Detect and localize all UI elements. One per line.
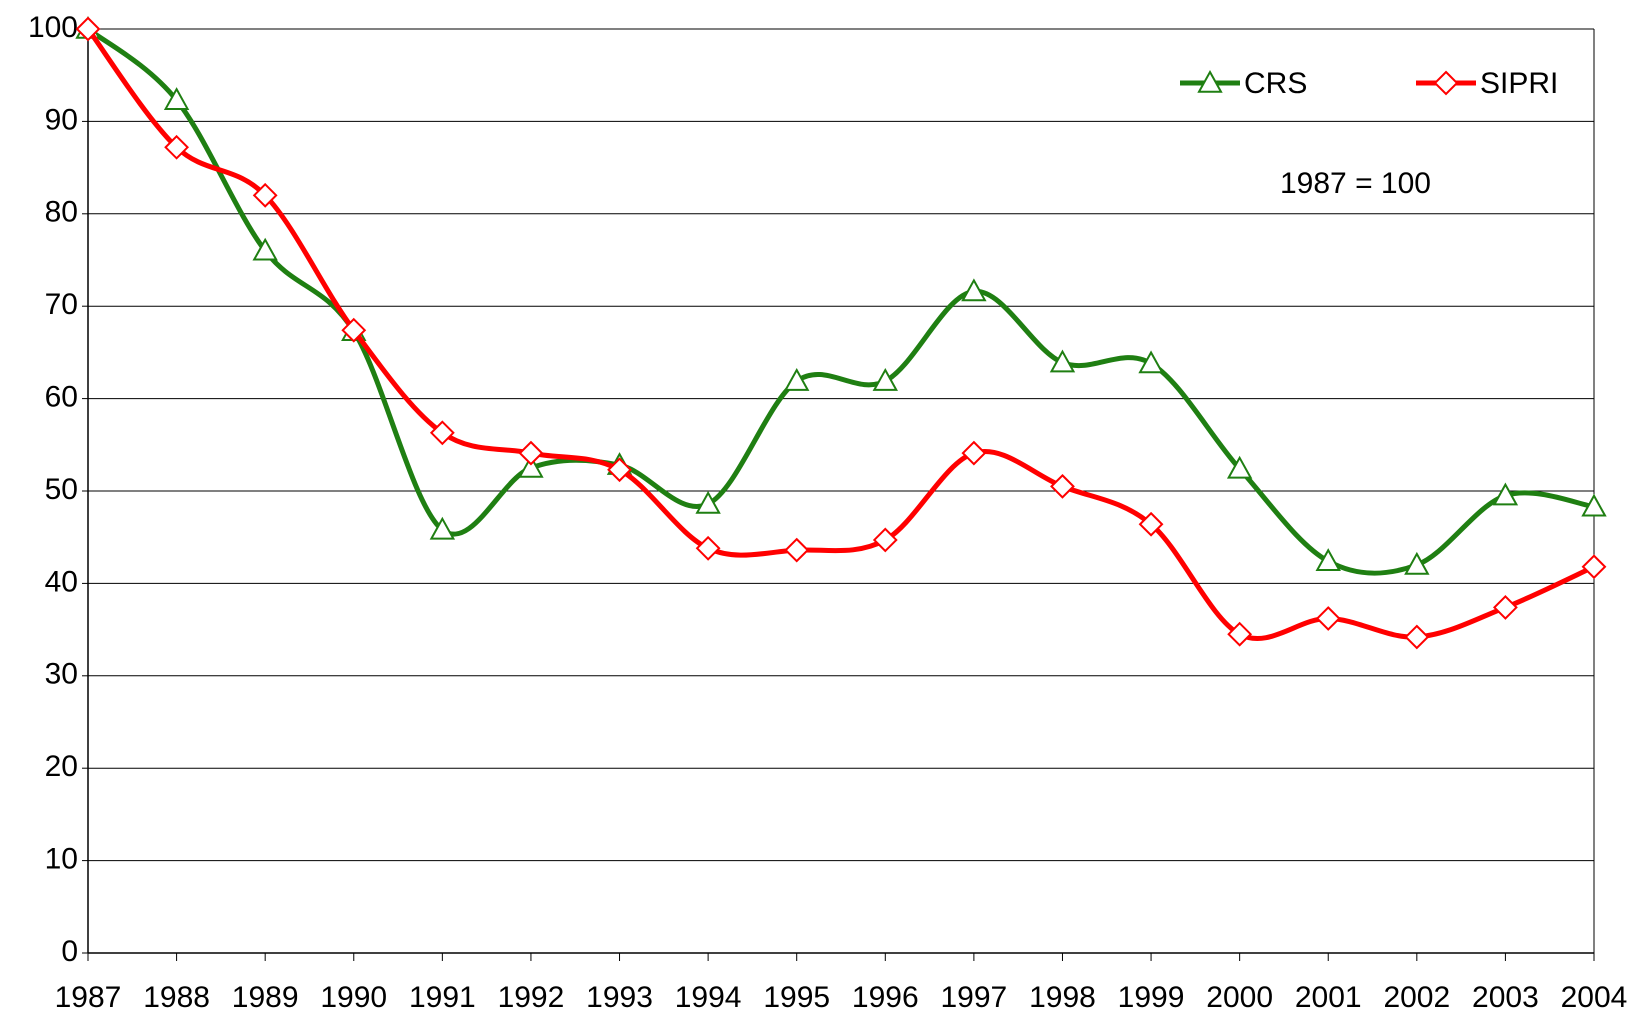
series-line [86,27,1595,576]
legend-label: SIPRI [1480,67,1558,100]
x-tick-label: 1996 [852,981,919,1014]
data-point [341,317,367,343]
data-point [1227,621,1253,647]
y-tick-label: 10 [45,843,78,876]
series-line [85,27,1596,642]
data-point [872,367,898,391]
data-point [961,440,987,466]
data-point [75,16,101,42]
x-tick-label: 2004 [1561,981,1628,1014]
data-point [518,440,544,466]
y-tick-label: 100 [28,11,78,44]
data-point [872,527,898,553]
data-point [784,537,810,563]
data-point [252,182,278,208]
y-tick-label: 80 [45,196,78,229]
x-tick-label: 1987 [55,981,122,1014]
data-point [695,535,721,561]
data-point [1315,606,1341,631]
data-point [429,420,455,446]
data-point [607,457,632,483]
data-point [1315,548,1341,572]
data-point [1138,350,1164,374]
data-point [518,454,544,478]
x-tick-label: 1988 [143,981,210,1014]
data-point [1492,482,1519,506]
legend-marker [1433,70,1459,96]
x-tick-label: 1995 [763,981,830,1014]
y-tick-label: 50 [45,473,78,506]
y-tick-label: 30 [45,658,78,691]
data-point [429,516,456,540]
x-tick-label: 1999 [1118,981,1185,1014]
data-point [1404,551,1430,575]
x-tick-label: 1990 [320,981,387,1014]
legend-label: CRS [1244,67,1307,100]
y-tick-label: 40 [45,565,78,598]
x-tick-label: 2003 [1472,981,1539,1014]
data-point [695,490,721,514]
y-tick-label: 90 [45,103,78,136]
y-tick-label: 60 [45,381,78,414]
x-tick-label: 2000 [1206,981,1273,1014]
x-tick-label: 1997 [941,981,1008,1014]
y-tick-label: 70 [45,288,78,321]
data-point [252,237,278,261]
data-point [1581,493,1607,517]
x-tick-label: 2002 [1383,981,1450,1014]
data-point [961,278,987,302]
data-point [1581,554,1607,580]
y-tick-label: 0 [61,935,78,968]
x-tick-label: 2001 [1295,981,1362,1014]
data-point [1226,455,1253,479]
legend-marker [1197,69,1223,93]
data-point [1050,473,1075,499]
data-point [163,87,190,110]
data-point [784,367,810,391]
data-point [1492,595,1518,620]
data-point [1049,349,1076,373]
x-tick-label: 1991 [409,981,476,1014]
x-tick-label: 1998 [1029,981,1096,1014]
x-tick-label: 1993 [586,981,653,1014]
data-point [1404,624,1430,650]
x-tick-label: 1994 [675,981,742,1014]
y-tick-label: 20 [45,750,78,783]
x-tick-label: 1992 [498,981,565,1014]
x-tick-label: 1989 [232,981,299,1014]
data-point [164,134,190,160]
annotation: 1987 = 100 [1280,167,1431,200]
data-point [1138,511,1164,537]
